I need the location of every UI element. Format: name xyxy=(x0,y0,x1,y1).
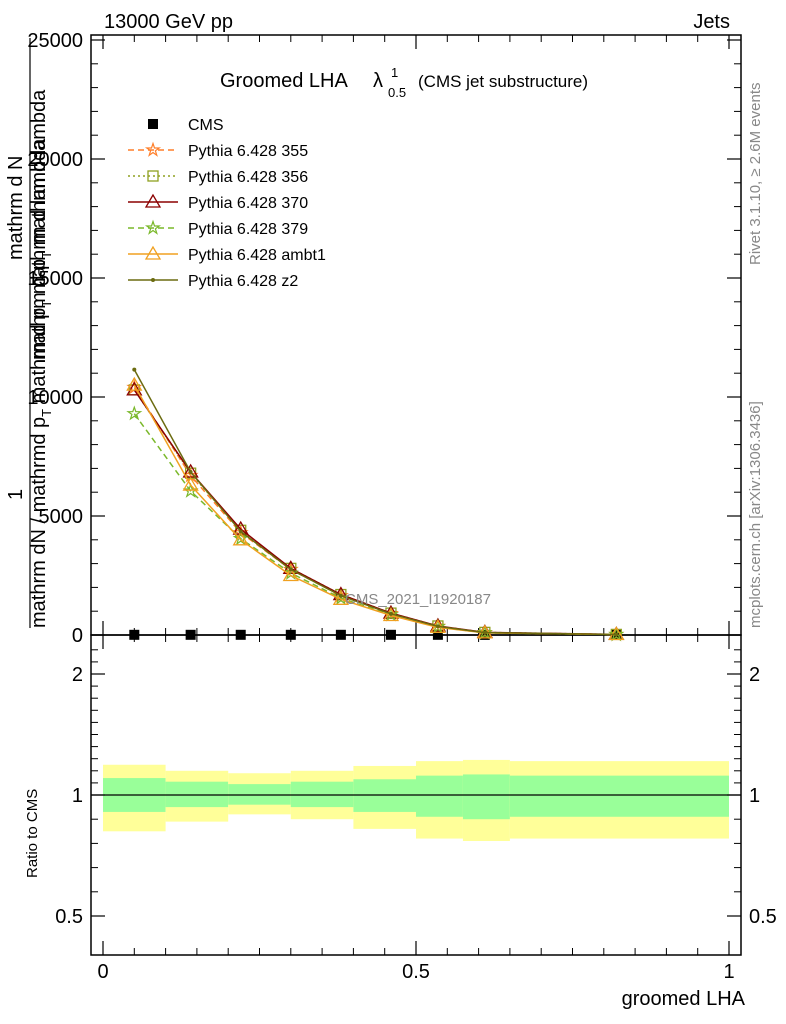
ratio-tick-label: 0.5 xyxy=(55,906,83,928)
ratio-y-axis-label: Ratio to CMS xyxy=(24,789,41,878)
rivet-label: Rivet 3.1.10, ≥ 2.6M events xyxy=(747,83,764,266)
series-z2 xyxy=(132,367,619,637)
series-point-z2 xyxy=(435,624,440,629)
ratio-inner-band xyxy=(416,775,463,817)
series-point-p379 xyxy=(608,626,625,642)
legend-marker xyxy=(144,219,162,235)
y-label-one: 1 xyxy=(5,489,27,500)
series-point-z2 xyxy=(238,529,243,534)
series-point-ambt1 xyxy=(332,591,350,605)
ratio-bands xyxy=(103,759,729,841)
x-axis-ticks: 0 0.5 1 xyxy=(97,35,735,983)
ratio-inner-band xyxy=(353,779,416,812)
y-tick-label: 10000 xyxy=(27,387,83,409)
ratio-tick-label: 2 xyxy=(72,664,83,686)
series-point-z2 xyxy=(614,632,619,637)
series-point-z2 xyxy=(288,567,293,572)
legend-label: Pythia 6.428 356 xyxy=(188,169,308,186)
y-label-dN: mathrm d N xyxy=(5,156,27,260)
series-point-z2 xyxy=(132,367,137,372)
cms-data-point xyxy=(285,629,296,640)
ratio-inner-band xyxy=(228,784,291,805)
series-point-ambt1 xyxy=(282,567,299,582)
series-point-p370 xyxy=(126,381,143,396)
legend-label: Pythia 6.428 370 xyxy=(188,195,308,212)
y-tick-label: 15000 xyxy=(27,268,83,290)
legend-entry-p356: Pythia 6.428 356 xyxy=(128,169,308,186)
series-point-ambt1 xyxy=(182,476,199,491)
legend-label: Pythia 6.428 ambt1 xyxy=(188,247,326,264)
ratio-tick-label-right: 1 xyxy=(749,785,760,807)
series-point-p379 xyxy=(332,589,349,605)
x-axis-label: groomed LHA xyxy=(622,988,746,1010)
ratio-inner-band xyxy=(462,774,510,820)
y-tick-label: 5000 xyxy=(39,506,84,528)
title-tail: (CMS jet substructure) xyxy=(418,72,588,91)
legend-entry-p355: Pythia 6.428 355 xyxy=(128,141,308,160)
title-main: Groomed LHA xyxy=(220,70,348,92)
series-point-z2 xyxy=(482,630,487,635)
ratio-inner-band xyxy=(290,781,354,808)
series-point-z2 xyxy=(388,611,393,616)
cms-data-point xyxy=(385,629,396,640)
series-point-p379 xyxy=(126,405,143,421)
series-point-z2 xyxy=(188,469,193,474)
y-label-denominator: mathrm dN / mathrmd pT mathrmd pT mathrm… xyxy=(28,138,54,628)
legend-entry-ambt1: Pythia 6.428 ambt1 xyxy=(128,245,326,264)
ratio-tick-label-right: 0.5 xyxy=(749,906,777,928)
mcplots-label: mcplots.cern.ch [arXiv:1306.3436] xyxy=(747,401,764,628)
x-tick-label: 1 xyxy=(723,961,734,983)
x-tick-label: 0.5 xyxy=(402,961,430,983)
series-point-ambt1 xyxy=(126,376,143,391)
legend-entry-p379: Pythia 6.428 379 xyxy=(128,219,308,238)
y-tick-label: 25000 xyxy=(27,30,83,52)
ratio-axis-ticks: 0.5 0.5 1 1 2 2 xyxy=(55,649,777,928)
cms-data-point xyxy=(235,629,246,640)
legend-marker xyxy=(151,278,155,282)
title-lambda: λ xyxy=(373,70,383,92)
legend-label: Pythia 6.428 z2 xyxy=(188,273,298,290)
ratio-tick-label-right: 2 xyxy=(749,664,760,686)
series-point-ambt1 xyxy=(608,626,625,641)
legend-entry-z2: Pythia 6.428 z2 xyxy=(128,273,298,290)
ratio-inner-band xyxy=(165,781,229,808)
legend-label: Pythia 6.428 379 xyxy=(188,221,308,238)
legend-marker xyxy=(147,170,159,182)
title-sub: 0.5 xyxy=(388,85,406,100)
y-tick-label: 0 xyxy=(72,625,83,647)
y-tick-label: 20000 xyxy=(27,149,83,171)
series-layer xyxy=(126,367,625,642)
series-point-p379 xyxy=(476,624,493,640)
legend-marker xyxy=(144,193,162,208)
main-y-axis-label: 1 mathrm d N mathrm d pT mathrm d lambda… xyxy=(5,38,54,628)
x-tick-label: 0 xyxy=(97,961,108,983)
legend-entry-cms: CMS xyxy=(148,117,224,134)
legend-label: CMS xyxy=(188,117,224,134)
legend-marker xyxy=(144,141,162,157)
y-label-dpt: mathrm d pT mathrm d lambda xyxy=(28,89,54,360)
cms-data-point xyxy=(185,629,196,640)
series-point-ambt1 xyxy=(232,531,249,546)
series-point-p379 xyxy=(182,482,199,498)
legend-entry-p370: Pythia 6.428 370 xyxy=(128,193,308,212)
cms-data-point xyxy=(335,629,346,640)
series-point-z2 xyxy=(338,593,343,598)
legend-marker xyxy=(148,119,158,129)
legend-marker xyxy=(144,245,162,260)
cms-data-point xyxy=(129,629,140,640)
legend-label: Pythia 6.428 355 xyxy=(188,143,308,160)
main-axis-ticks: 0 5000 10000 15000 20000 25000 xyxy=(27,30,741,647)
title-sup: 1 xyxy=(391,65,398,80)
ratio-inner-band xyxy=(509,775,729,817)
legend: CMS Pythia 6.428 355 Pythia 6.428 356 Pythi… xyxy=(128,117,326,290)
plot-title: Groomed LHA λ 1 0.5 (CMS jet substructur… xyxy=(220,65,588,100)
cms-data-point xyxy=(432,629,443,640)
header-left: 13000 GeV pp xyxy=(104,11,233,33)
ratio-tick-label: 1 xyxy=(72,785,83,807)
analysis-watermark: CMS_2021_I1920187 xyxy=(345,591,491,608)
header-right: Jets xyxy=(693,11,730,33)
series-point-p379 xyxy=(232,530,249,546)
